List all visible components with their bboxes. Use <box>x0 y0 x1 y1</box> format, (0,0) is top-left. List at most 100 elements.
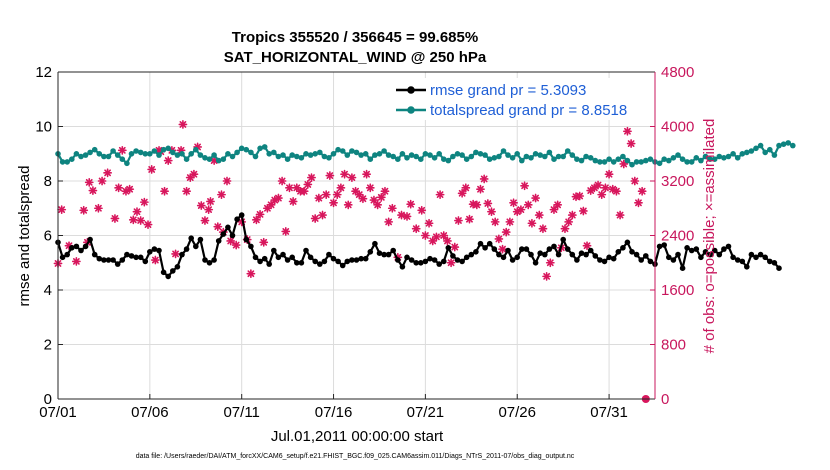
rmse-point <box>767 258 773 265</box>
assimilated-obs-marker <box>578 206 588 216</box>
assimilated-obs-marker <box>465 214 474 224</box>
rmse-point <box>693 246 700 252</box>
rmse-point <box>261 255 268 262</box>
totalspread-point <box>454 151 461 157</box>
assimilated-obs-marker <box>143 220 153 230</box>
totalspread-point <box>716 153 723 160</box>
totalspread-point <box>408 152 415 158</box>
y2-tick-label: 0 <box>661 391 669 408</box>
rmse-point <box>372 240 378 247</box>
rmse-point <box>441 258 447 265</box>
rmse-point <box>459 258 465 265</box>
rmse-point <box>298 260 305 266</box>
totalspread-point <box>688 159 695 165</box>
totalspread-point <box>174 152 181 158</box>
totalspread-point <box>569 152 576 158</box>
assimilated-obs-marker <box>411 224 421 234</box>
x-tick-label: 07/31 <box>590 404 628 421</box>
totalspread-point <box>537 152 543 158</box>
assimilated-obs-marker <box>222 176 232 186</box>
rmse-point <box>629 249 635 255</box>
assimilated-obs-marker <box>424 218 434 228</box>
assimilated-obs-marker <box>329 198 338 208</box>
rmse-point <box>496 251 502 258</box>
assimilated-obs-marker <box>490 217 500 227</box>
rmse-point <box>523 246 530 252</box>
rmse-point <box>666 254 672 261</box>
totalspread-point <box>519 157 525 164</box>
rmse-point <box>307 254 314 261</box>
assimilated-obs-marker <box>597 190 607 200</box>
totalspread-point <box>500 148 507 154</box>
legend-box <box>393 78 650 120</box>
totalspread-point <box>509 155 516 161</box>
assimilated-obs-marker <box>432 232 441 242</box>
totalspread-point <box>280 152 286 158</box>
y2-tick-label: 4000 <box>661 119 694 136</box>
assimilated-obs-marker <box>150 255 160 265</box>
totalspread-point <box>105 153 112 160</box>
assimilated-obs-marker <box>226 236 236 246</box>
rmse-point <box>454 257 461 263</box>
totalspread-point <box>486 156 493 162</box>
rmse-point <box>321 258 328 265</box>
assimilated-obs-marker <box>443 236 452 246</box>
totalspread-point <box>647 156 654 162</box>
y2-tick-label: 3200 <box>661 173 694 190</box>
rmse-point <box>399 264 406 270</box>
rmse-point <box>151 246 158 252</box>
rmse-point <box>551 243 557 250</box>
rmse-point <box>206 260 213 266</box>
assimilated-obs-marker <box>612 186 621 196</box>
rmse-point <box>284 257 291 263</box>
totalspread-point <box>780 141 787 147</box>
rmse-point <box>564 246 571 252</box>
rmse-point <box>597 257 603 263</box>
totalspread-point <box>261 144 268 150</box>
totalspread-point <box>312 151 319 157</box>
totalspread-point <box>463 156 470 162</box>
rmse-point <box>114 261 121 267</box>
rmse-point <box>243 236 250 243</box>
totalspread-point <box>473 149 479 156</box>
totalspread-point <box>413 153 420 160</box>
x-tick-label: 07/11 <box>223 404 259 421</box>
rmse-point <box>82 243 89 250</box>
totalspread-point <box>183 156 190 162</box>
totalspread-point <box>110 148 116 154</box>
assimilated-obs-marker <box>128 215 138 225</box>
totalspread-point <box>711 156 718 162</box>
y-tick-label: 2 <box>44 337 52 354</box>
assimilated-obs-marker <box>542 271 552 281</box>
totalspread-point <box>179 151 185 157</box>
legend-rmse-marker <box>407 86 415 94</box>
totalspread-point <box>395 156 401 162</box>
rmse-point <box>133 254 139 261</box>
totalspread-point <box>372 152 378 158</box>
totalspread-point <box>59 159 66 165</box>
rmse-point <box>725 243 732 250</box>
totalspread-point <box>128 151 135 157</box>
totalspread-point <box>289 152 296 158</box>
totalspread-point <box>436 151 443 157</box>
rmse-point <box>716 251 723 258</box>
assimilated-obs-marker <box>57 205 67 215</box>
rmse-point <box>730 254 736 261</box>
totalspread-point <box>762 149 768 156</box>
totalspread-point <box>445 157 452 164</box>
assimilated-obs-marker <box>376 192 386 202</box>
totalspread-point <box>555 153 562 160</box>
rmse-point <box>748 251 755 258</box>
totalspread-point <box>404 155 410 161</box>
totalspread-point <box>137 149 144 156</box>
assimilated-obs-marker <box>189 169 199 179</box>
assimilated-obs-marker <box>71 256 81 266</box>
legend-totalspread-label: totalspread grand pr = 8.8518 <box>430 102 627 119</box>
totalspread-point <box>229 153 236 160</box>
assimilated-obs-marker <box>299 186 309 196</box>
rmse-point <box>537 250 543 256</box>
rmse-point <box>707 251 713 258</box>
totalspread-point <box>257 145 263 152</box>
rmse-point <box>367 249 374 255</box>
